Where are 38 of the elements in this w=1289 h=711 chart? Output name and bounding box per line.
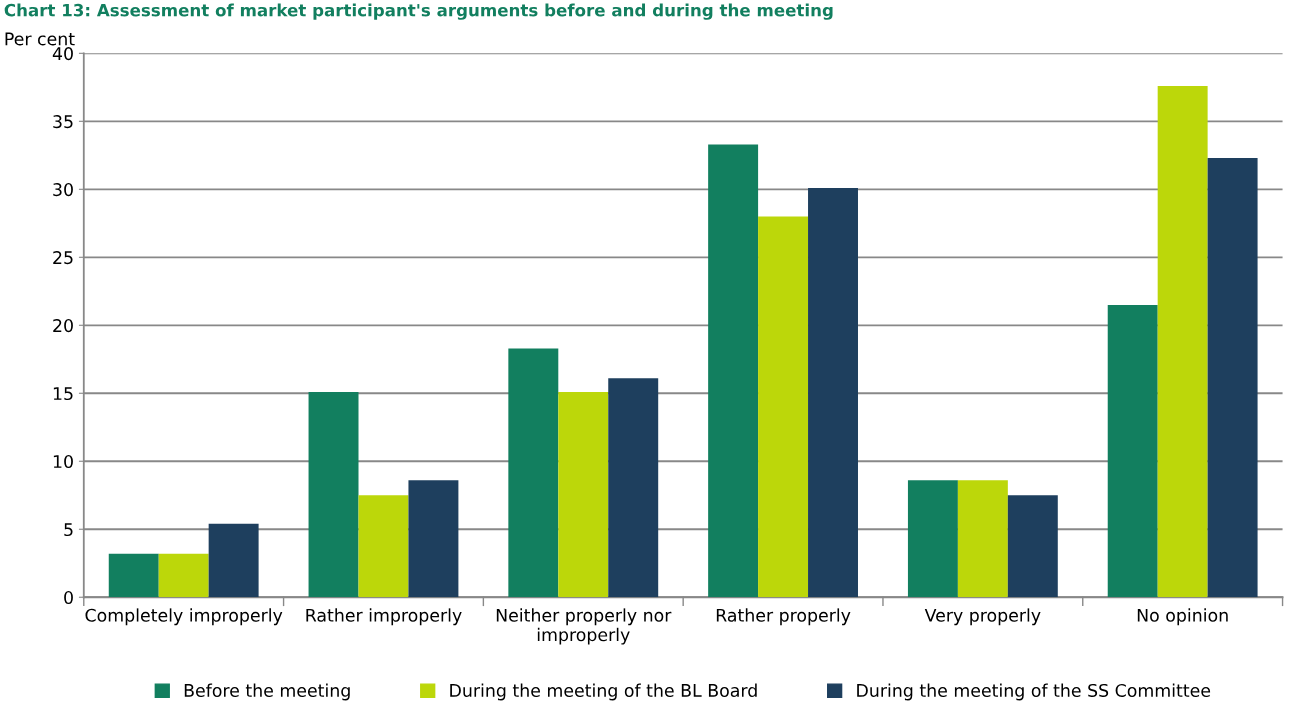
- bar: [508, 348, 559, 598]
- x-tick-label: Rather improperly: [306, 608, 462, 626]
- bar: [158, 553, 209, 598]
- bar: [358, 495, 409, 598]
- y-tick-label: 25: [53, 251, 73, 265]
- bar: [608, 378, 659, 598]
- legend-label: Before the meeting: [184, 683, 350, 701]
- y-tick-label: 0: [64, 590, 73, 605]
- y-tick-label: 40: [52, 47, 73, 61]
- bar: [808, 187, 858, 598]
- bar: [907, 480, 958, 598]
- bar: [308, 391, 359, 598]
- y-axis-title: Per cent: [5, 32, 75, 46]
- bar: [758, 216, 809, 598]
- y-tick-label: 5: [64, 523, 73, 537]
- y-tick-label: 30: [53, 183, 73, 197]
- y-tick-label: 15: [53, 387, 73, 401]
- bar: [408, 480, 459, 598]
- y-tick-label: 10: [53, 454, 73, 469]
- bar: [1107, 304, 1158, 598]
- x-tick-label: Rather properly: [716, 608, 851, 626]
- bar: [1157, 85, 1208, 598]
- bar: [1207, 158, 1258, 598]
- legend-label: During the meeting of the SS Committee: [857, 683, 1211, 701]
- bar: [558, 391, 609, 598]
- x-tick-label: Neither properly nor improperly: [496, 608, 672, 645]
- bar: [208, 523, 259, 598]
- legend-label: During the meeting of the BL Board: [450, 683, 757, 701]
- bar: [708, 144, 759, 598]
- x-tick-label: Completely improperly: [85, 608, 283, 626]
- chart-title: Chart 13: Assessment of market participant's arguments before and during the meeting: [4, 3, 833, 20]
- bar: [957, 480, 1008, 598]
- bar: [1007, 495, 1058, 598]
- x-tick-label: No opinion: [1137, 608, 1228, 626]
- y-tick-label: 35: [53, 115, 73, 129]
- y-tick-label: 20: [53, 318, 73, 333]
- x-tick-label: Very properly: [924, 608, 1041, 626]
- bar: [108, 553, 159, 598]
